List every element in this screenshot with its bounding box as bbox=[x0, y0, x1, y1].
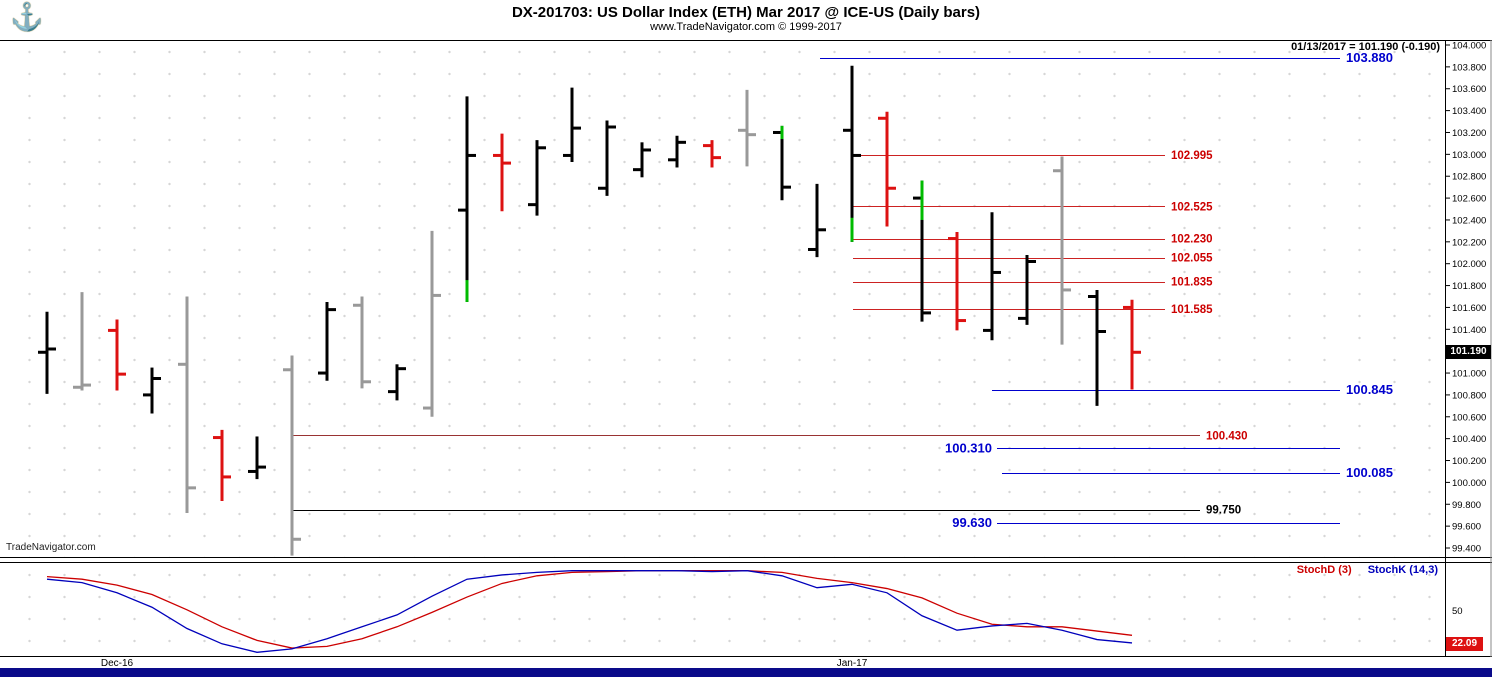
price-axis-label: 101.400 bbox=[1452, 325, 1486, 336]
watermark: TradeNavigator.com bbox=[6, 542, 96, 553]
level-label-102.230: 102.230 bbox=[1171, 234, 1213, 246]
level-label-101.585: 101.585 bbox=[1171, 304, 1213, 316]
stoch-k-label: StochK (14,3) bbox=[1367, 564, 1438, 576]
stoch-axis-50-label: 50 bbox=[1452, 606, 1463, 617]
price-axis-label: 104.000 bbox=[1452, 41, 1486, 52]
price-axis-label: 102.000 bbox=[1452, 259, 1486, 270]
price-axis-label: 101.600 bbox=[1452, 303, 1486, 314]
price-axis-label: 100.800 bbox=[1452, 390, 1486, 401]
price-axis-label: 100.400 bbox=[1452, 434, 1486, 445]
price-axis-label: 102.800 bbox=[1452, 172, 1486, 183]
chart-title: DX-201703: US Dollar Index (ETH) Mar 201… bbox=[511, 4, 981, 21]
level-label-99.750: 99.750 bbox=[1206, 505, 1241, 517]
price-axis-label: 102.400 bbox=[1452, 215, 1486, 226]
tradenavigator-logo: ⚓ bbox=[10, 2, 44, 32]
price-axis-label: 99.400 bbox=[1452, 544, 1481, 555]
main-panel-grid bbox=[0, 40, 1445, 558]
level-label-101.835: 101.835 bbox=[1171, 277, 1213, 289]
stoch-k-line bbox=[46, 570, 1133, 653]
level-label-100.310: 100.310 bbox=[945, 440, 992, 455]
price-axis-label: 100.200 bbox=[1452, 456, 1486, 467]
level-label-102.055: 102.055 bbox=[1171, 253, 1213, 265]
level-label-100.430: 100.430 bbox=[1206, 430, 1248, 442]
price-axis-label: 103.000 bbox=[1452, 150, 1486, 161]
stoch-d-line bbox=[46, 570, 1133, 649]
stoch-d-label: StochD (3) bbox=[1296, 564, 1352, 576]
level-label-99.630: 99.630 bbox=[952, 515, 992, 530]
price-axis-label: 99.600 bbox=[1452, 522, 1481, 533]
chart-subtitle: www.TradeNavigator.com © 1999-2017 bbox=[650, 21, 842, 33]
x-axis-label-Jan-17: Jan-17 bbox=[837, 658, 868, 669]
price-axis-label: 103.400 bbox=[1452, 106, 1486, 117]
level-label-100.845: 100.845 bbox=[1346, 382, 1393, 397]
stoch-legend: StochD (3) StochK (14,3) bbox=[1297, 564, 1438, 576]
price-axis-label: 102.200 bbox=[1452, 237, 1486, 248]
stoch-value-badge: 22.09 bbox=[1446, 637, 1483, 651]
price-axis-label: 101.000 bbox=[1452, 369, 1486, 380]
level-label-102.525: 102.525 bbox=[1171, 201, 1213, 213]
last-price-badge: 101.190 bbox=[1446, 345, 1491, 359]
bottom-scrollbar[interactable] bbox=[0, 668, 1492, 677]
price-axis-label: 100.000 bbox=[1452, 478, 1486, 489]
price-axis-label: 100.600 bbox=[1452, 412, 1486, 423]
price-axis-label: 103.800 bbox=[1452, 62, 1486, 73]
price-axis-label: 103.200 bbox=[1452, 128, 1486, 139]
stoch-panel-grid bbox=[0, 563, 1445, 656]
quote-annotation: 01/13/2017 = 101.190 (-0.190) bbox=[1291, 41, 1440, 53]
chart-header: ⚓ DX-201703: US Dollar Index (ETH) Mar 2… bbox=[0, 0, 1492, 40]
price-axis-label: 102.600 bbox=[1452, 194, 1486, 205]
level-label-100.085: 100.085 bbox=[1346, 465, 1393, 480]
price-axis-label: 101.800 bbox=[1452, 281, 1486, 292]
price-axis-label: 103.600 bbox=[1452, 84, 1486, 95]
level-label-102.995: 102.995 bbox=[1171, 150, 1213, 162]
x-axis-label-Dec-16: Dec-16 bbox=[101, 658, 134, 669]
level-label-103.880: 103.880 bbox=[1346, 50, 1393, 65]
price-axis-label: 99.800 bbox=[1452, 500, 1481, 511]
